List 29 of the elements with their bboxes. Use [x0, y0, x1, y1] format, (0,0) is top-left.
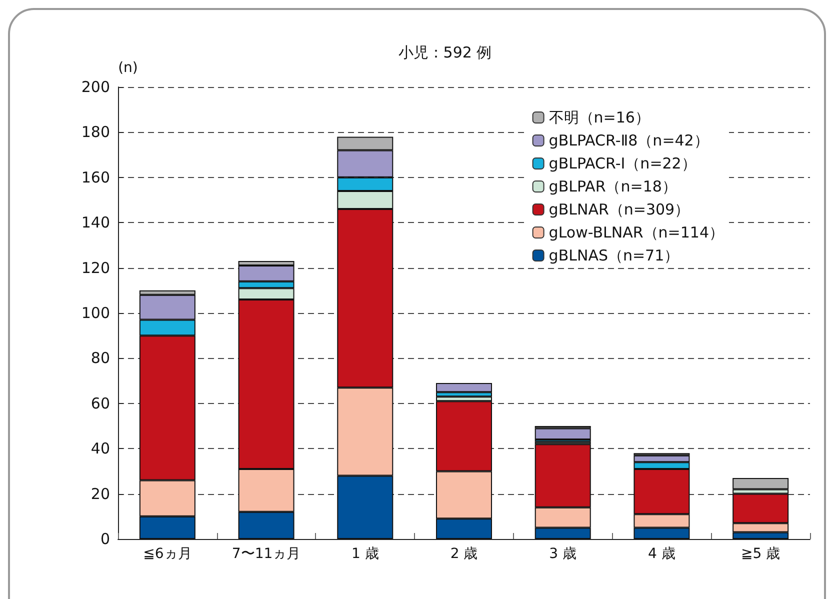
legend-label: gBLPACR-Ⅱ8（n=42） [548, 132, 709, 150]
legend-label: gLow-BLNAR（n=114） [548, 224, 724, 242]
y-tick-label: 40 [90, 440, 110, 458]
y-tick-label: 160 [81, 168, 110, 186]
y-tick-label: 20 [90, 484, 110, 503]
legend-label: 不明（n=16） [548, 108, 650, 126]
chart-title: 小児：592 例 [398, 44, 492, 62]
x-tick-label: 7〜11ヵ月 [232, 546, 301, 562]
y-tick-label: 120 [81, 258, 110, 277]
x-tick-label: ≦6ヵ月 [143, 546, 192, 562]
legend-label: gBLPACR-Ⅰ（n=22） [548, 154, 696, 172]
x-tick-label: 4 歳 [648, 546, 676, 562]
y-tick-label: 80 [90, 349, 110, 368]
legend-label: gBLNAR（n=309） [548, 200, 690, 218]
legend-label: gBLPAR（n=18） [548, 178, 677, 196]
bar [436, 383, 492, 392]
x-tick-label: 1 歳 [351, 546, 379, 562]
y-tick-label: 60 [90, 394, 110, 412]
x-tick-label: 2 歳 [450, 546, 478, 562]
y-tick-label: 180 [81, 123, 110, 142]
x-tick-label: ≧5 歳 [741, 546, 780, 562]
y-tick-label: 140 [81, 214, 110, 232]
y-tick-label: 0 [100, 530, 110, 548]
x-tick-label: 3 歳 [549, 546, 577, 562]
y-axis-title: (n) [118, 60, 138, 76]
y-tick-label: 200 [81, 78, 110, 96]
y-tick-label: 100 [81, 304, 110, 322]
bar [534, 428, 591, 440]
legend-label: gBLNAS（n=71） [548, 246, 680, 264]
